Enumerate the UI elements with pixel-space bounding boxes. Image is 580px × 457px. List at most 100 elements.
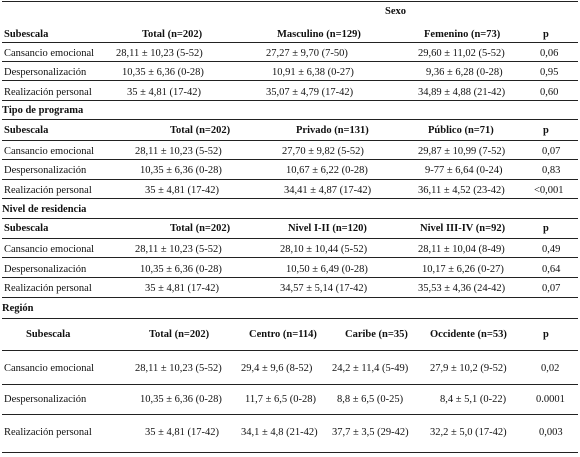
cell-centro: 29,4 ± 9,6 (8-52) xyxy=(241,363,313,374)
rule xyxy=(2,414,578,415)
cell-subescala: Despersonalización xyxy=(4,67,87,78)
cell-femenino: 34,89 ± 4,88 (21-42) xyxy=(418,87,506,98)
cell-centro: 34,1 ± 4,8 (21-42) xyxy=(241,427,318,438)
col-nivel-i-ii: Nivel I-II (n=120) xyxy=(288,223,367,234)
col-total: Total (n=202) xyxy=(170,125,231,136)
cell-nivel-i-ii: 10,50 ± 6,49 (0-28) xyxy=(286,264,368,275)
section-title-nivel-residencia: Nivel de residencia xyxy=(2,204,87,215)
cell-total: 35 ± 4,81 (17-42) xyxy=(145,427,220,438)
rule xyxy=(2,384,578,385)
cell-p: 0,49 xyxy=(542,244,561,255)
col-subescala: Subescala xyxy=(4,223,49,234)
cell-nivel-i-ii: 28,10 ± 10,44 (5-52) xyxy=(280,244,368,255)
cell-caribe: 8,8 ± 6,5 (0-25) xyxy=(337,394,404,405)
cell-femenino: 9,36 ± 6,28 (0-28) xyxy=(426,67,503,78)
cell-subescala: Cansancio emocional xyxy=(4,146,95,157)
cell-nivel-i-ii: 34,57 ± 5,14 (17-42) xyxy=(280,283,368,294)
cell-p: 0,60 xyxy=(540,87,559,98)
col-privado: Privado (n=131) xyxy=(296,125,369,136)
cell-publico: 36,11 ± 4,52 (23-42) xyxy=(418,185,505,196)
cell-femenino: 29,60 ± 11,02 (5-52) xyxy=(418,48,505,59)
col-subescala: Subescala xyxy=(4,125,49,136)
cell-total: 28,11 ± 10,23 (5-52) xyxy=(116,48,203,59)
col-total: Total (n=202) xyxy=(142,29,203,40)
rule xyxy=(2,179,578,180)
cell-total: 28,11 ± 10,23 (5-52) xyxy=(135,244,222,255)
rule xyxy=(2,452,578,453)
cell-masculino: 35,07 ± 4,79 (17-42) xyxy=(266,87,354,98)
rule xyxy=(2,61,578,62)
cell-subescala: Despersonalización xyxy=(4,264,87,275)
cell-subescala: Realización personal xyxy=(4,283,92,294)
cell-occidente: 27,9 ± 10,2 (9-52) xyxy=(430,363,507,374)
rule xyxy=(2,80,578,81)
cell-p: 0.0001 xyxy=(536,394,565,405)
cell-centro: 11,7 ± 6,5 (0-28) xyxy=(245,394,316,405)
cell-total: 28,11 ± 10,23 (5-52) xyxy=(135,146,222,157)
cell-nivel-iii-iv: 10,17 ± 6,26 (0-27) xyxy=(422,264,504,275)
section-title-tipo-programa: Tipo de programa xyxy=(2,105,84,116)
cell-total: 10,35 ± 6,36 (0-28) xyxy=(140,264,222,275)
cell-subescala: Realización personal xyxy=(4,427,92,438)
col-p: p xyxy=(543,29,549,40)
cell-caribe: 37,7 ± 3,5 (29-42) xyxy=(332,427,409,438)
col-total: Total (n=202) xyxy=(170,223,231,234)
cell-p: 0,64 xyxy=(542,264,561,275)
cell-total: 35 ± 4,81 (17-42) xyxy=(145,283,220,294)
cell-p: 0,83 xyxy=(542,165,561,176)
cell-publico: 9-77 ± 6,64 (0-24) xyxy=(425,165,503,176)
cell-nivel-iii-iv: 28,11 ± 10,04 (8-49) xyxy=(418,244,505,255)
cell-privado: 10,67 ± 6,22 (0-28) xyxy=(286,165,368,176)
rule xyxy=(2,140,578,141)
rule xyxy=(2,297,578,298)
cell-p: 0,06 xyxy=(540,48,559,59)
col-publico: Público (n=71) xyxy=(428,125,494,136)
rule xyxy=(2,100,578,101)
section-title-region: Región xyxy=(2,303,34,314)
col-p: p xyxy=(543,329,549,340)
rule xyxy=(2,318,578,319)
col-masculino: Masculino (n=129) xyxy=(277,29,361,40)
cell-p: 0,003 xyxy=(539,427,563,438)
rule xyxy=(2,159,578,160)
cell-subescala: Despersonalización xyxy=(4,165,87,176)
col-caribe: Caribe (n=35) xyxy=(345,329,408,340)
cell-total: 10,35 ± 6,36 (0-28) xyxy=(140,394,222,405)
col-subescala: Subescala xyxy=(26,329,71,340)
cell-masculino: 27,27 ± 9,70 (7-50) xyxy=(266,48,348,59)
cell-nivel-iii-iv: 35,53 ± 4,36 (24-42) xyxy=(418,283,506,294)
rule xyxy=(2,238,578,239)
rule xyxy=(2,277,578,278)
cell-total: 35 ± 4,81 (17-42) xyxy=(127,87,202,98)
group-label-sexo: Sexo xyxy=(385,6,406,17)
cell-total: 28,11 ± 10,23 (5-52) xyxy=(135,363,222,374)
col-femenino: Femenino (n=73) xyxy=(424,29,501,40)
rule xyxy=(2,42,578,43)
cell-p: 0,07 xyxy=(542,283,561,294)
col-centro: Centro (n=114) xyxy=(249,329,317,340)
cell-occidente: 8,4 ± 5,1 (0-22) xyxy=(440,394,507,405)
cell-subescala: Realización personal xyxy=(4,185,92,196)
cell-p: 0,95 xyxy=(540,67,559,78)
cell-publico: 29,87 ± 10,99 (7-52) xyxy=(418,146,506,157)
cell-total: 35 ± 4,81 (17-42) xyxy=(145,185,220,196)
rule xyxy=(2,198,578,199)
cell-caribe: 24,2 ± 11,4 (5-49) xyxy=(332,363,409,374)
cell-total: 10,35 ± 6,36 (0-28) xyxy=(140,165,222,176)
cell-occidente: 32,2 ± 5,0 (17-42) xyxy=(430,427,507,438)
cell-subescala: Cansancio emocional xyxy=(4,244,95,255)
cell-privado: 27,70 ± 9,82 (5-52) xyxy=(282,146,364,157)
cell-subescala: Realización personal xyxy=(4,87,92,98)
col-nivel-iii-iv: Nivel III-IV (n=92) xyxy=(420,223,506,234)
cell-p: <0,001 xyxy=(534,185,564,196)
cell-p: 0,02 xyxy=(541,363,560,374)
cell-masculino: 10,91 ± 6,38 (0-27) xyxy=(272,67,354,78)
cell-total: 10,35 ± 6,36 (0-28) xyxy=(122,67,204,78)
col-p: p xyxy=(543,125,549,136)
rule xyxy=(2,1,578,2)
rule xyxy=(2,257,578,258)
rule xyxy=(2,218,578,219)
cell-subescala: Cansancio emocional xyxy=(4,363,95,374)
col-occidente: Occidente (n=53) xyxy=(430,329,507,340)
rule xyxy=(2,350,578,351)
